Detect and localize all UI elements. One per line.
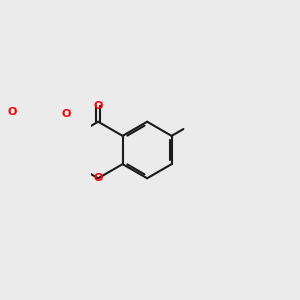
Text: O: O	[61, 109, 70, 119]
Text: O: O	[7, 107, 17, 117]
Text: O: O	[94, 173, 103, 183]
Text: O: O	[94, 101, 103, 111]
